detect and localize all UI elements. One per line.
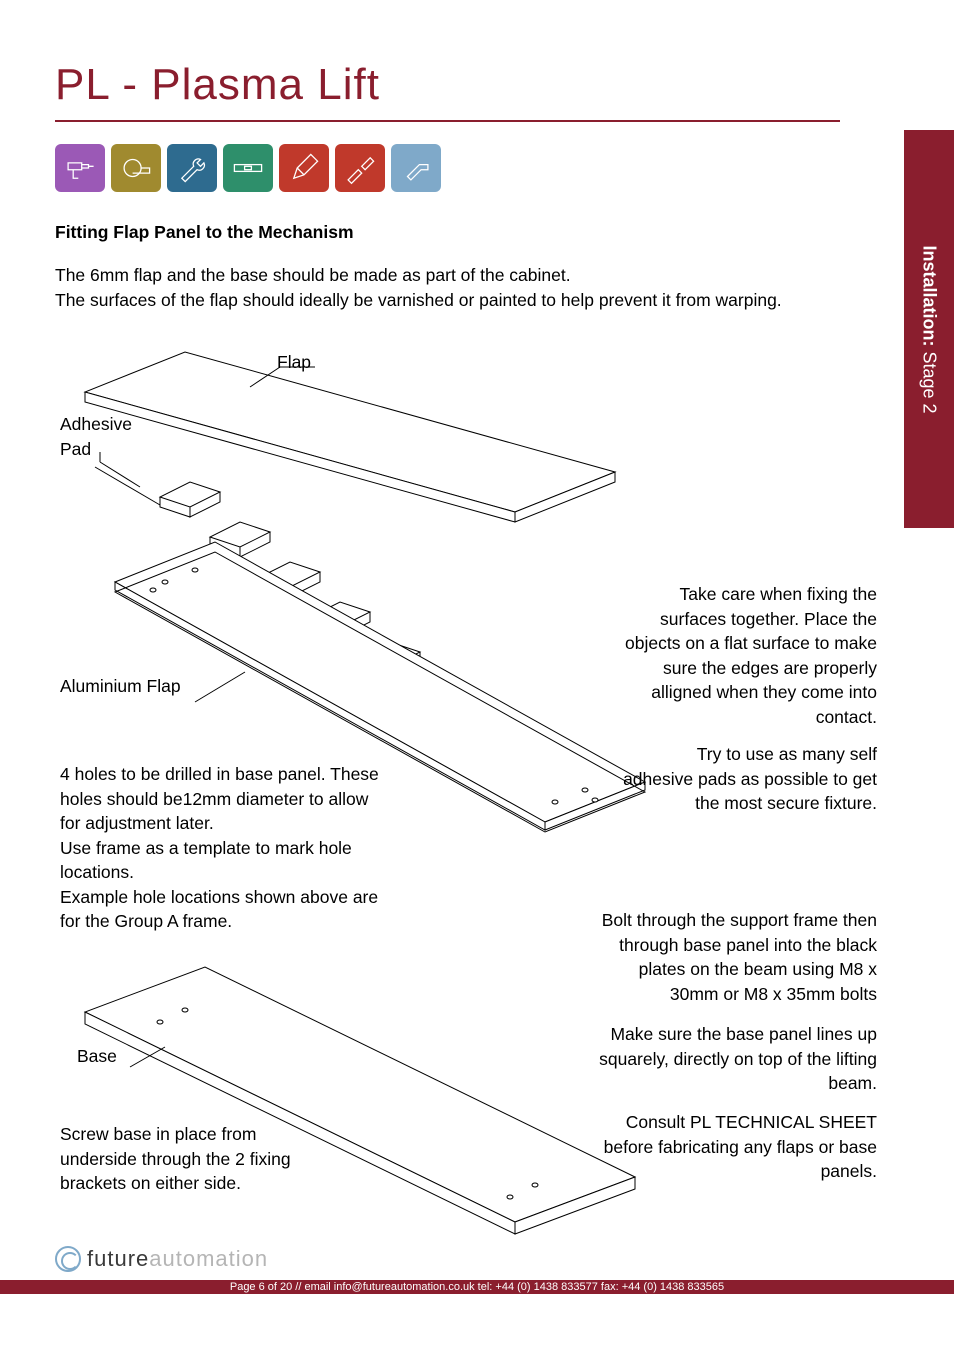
label-square-note: Make sure the base panel lines up square… xyxy=(595,1022,877,1096)
logo-text-light: automation xyxy=(149,1246,268,1271)
section-subtitle: Fitting Flap Panel to the Mechanism xyxy=(55,222,899,243)
pencil-icon xyxy=(279,144,329,192)
tool-icon-row xyxy=(55,144,899,192)
spanner-icon xyxy=(167,144,217,192)
label-care-note: Take care when fixing the surfaces toget… xyxy=(622,582,877,729)
title-underline xyxy=(55,120,840,122)
label-flap: Flap xyxy=(277,350,311,375)
label-holes-note: 4 holes to be drilled in base panel. The… xyxy=(60,762,390,934)
label-screw-note: Screw base in place from underside throu… xyxy=(60,1122,300,1196)
footer-bar: Page 6 of 20 // email info@futureautomat… xyxy=(0,1280,954,1294)
logo-text-bold: future xyxy=(87,1246,149,1271)
label-aluminium-flap: Aluminium Flap xyxy=(60,674,181,699)
tape-measure-icon xyxy=(111,144,161,192)
footer-logo: futureautomation xyxy=(55,1246,268,1272)
drill-icon xyxy=(55,144,105,192)
side-tab-bold: Installation: xyxy=(920,245,940,346)
label-bolt-note: Bolt through the support frame then thro… xyxy=(595,908,877,1006)
page-title: PL - Plasma Lift xyxy=(55,60,899,120)
base-diagram-svg xyxy=(55,952,655,1252)
label-consult-note: Consult PL TECHNICAL SHEET before fabric… xyxy=(595,1110,877,1184)
side-tab-rest: Stage 2 xyxy=(920,346,940,413)
label-pads-note: Try to use as many self adhesive pads as… xyxy=(622,742,877,816)
screwdriver-icon xyxy=(335,144,385,192)
intro-line-1: The 6mm flap and the base should be made… xyxy=(55,263,899,288)
diagram-area: Flap Adhesive Pad Aluminium Flap 4 holes… xyxy=(55,332,899,1232)
allen-key-icon xyxy=(391,144,441,192)
side-tab: Installation: Stage 2 xyxy=(904,130,954,528)
logo-swirl-icon xyxy=(55,1246,81,1272)
level-icon xyxy=(223,144,273,192)
footer-bar-text: Page 6 of 20 // email info@futureautomat… xyxy=(230,1281,724,1293)
intro-line-2: The surfaces of the flap should ideally … xyxy=(55,288,899,313)
label-base: Base xyxy=(77,1044,117,1069)
label-adhesive-pad: Adhesive Pad xyxy=(60,412,132,461)
